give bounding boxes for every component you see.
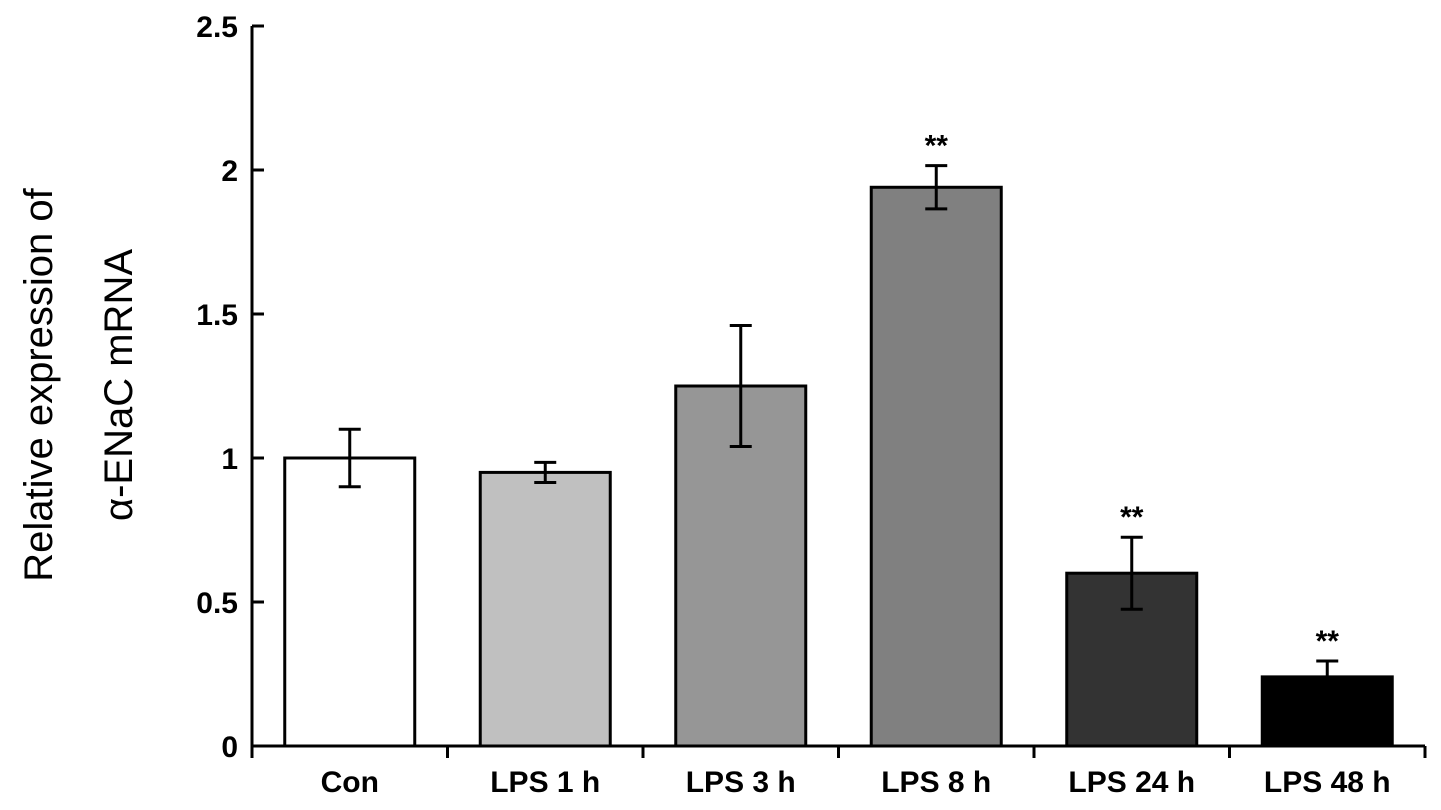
significance-marker-4: ** <box>1120 501 1144 534</box>
y-tick-label-2: 1 <box>221 443 238 476</box>
y-tick-label-5: 2.5 <box>196 11 238 44</box>
significance-marker-5: ** <box>1316 625 1340 658</box>
x-tick-label-5: LPS 48 h <box>1264 766 1391 799</box>
x-tick-label-2: LPS 3 h <box>686 766 796 799</box>
y-tick-label-0: 0 <box>221 731 238 764</box>
y-tick-label-4: 2 <box>221 155 238 188</box>
y-tick-label-3: 1.5 <box>196 299 238 332</box>
x-tick-label-1: LPS 1 h <box>490 766 600 799</box>
y-axis-label-line-2: α-ENaC mRNA <box>97 249 141 521</box>
bar-1 <box>478 470 612 748</box>
axes-layer <box>250 24 1427 758</box>
significance-marker-3: ** <box>925 130 949 163</box>
bars-layer <box>283 164 1394 748</box>
x-tick-label-0: Con <box>321 766 379 799</box>
x-tick-label-4: LPS 24 h <box>1068 766 1195 799</box>
bar-0 <box>283 456 417 748</box>
labels-layer: Con LPS 1 h LPS 3 h ** LPS 8 h ** LPS 24 h ** LP… <box>196 11 1390 799</box>
y-tick-label-1: 0.5 <box>196 587 238 620</box>
y-axis-label-line-1: Relative expression of <box>17 187 61 581</box>
bar-3 <box>869 185 1003 748</box>
y-axis-label: Relative expression of α-ENaC mRNA <box>17 187 141 581</box>
x-tick-label-3: LPS 8 h <box>881 766 991 799</box>
